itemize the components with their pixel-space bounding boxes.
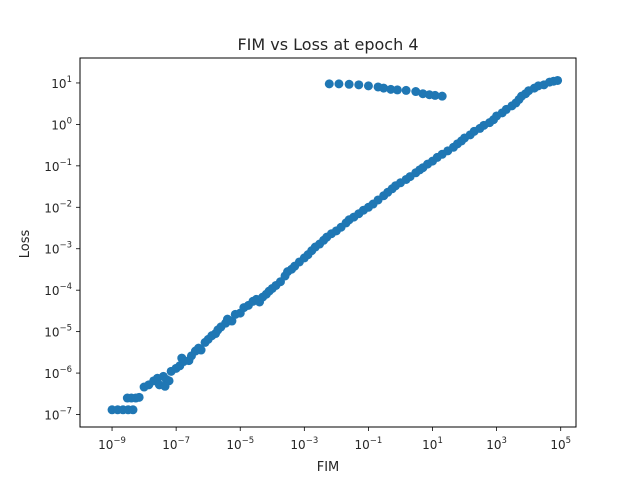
y-tick-label-exponent: −4 [59,282,72,292]
x-tick-label: 10−3 [290,436,318,452]
axis-ticks: 10−9 10−7 10−5 10−3 10−1 101 103 10510−710−610−… [44,75,571,452]
scatter-point [324,79,334,89]
chart-title: FIM vs Loss at epoch 4 [237,35,418,54]
y-tick-label: 10−1 [44,158,72,174]
scatter-point [354,80,364,90]
y-tick-label-base: 10 [44,284,59,298]
scatter-point [392,85,402,95]
x-tick-label-exponent: 5 [566,436,571,446]
x-tick-label: 10−7 [162,436,190,452]
y-tick-label-base: 10 [44,367,59,381]
scatter-point [134,392,144,402]
scatter-point [386,84,396,94]
y-tick-label: 10−3 [44,241,72,257]
x-axis-label: FIM [317,460,340,475]
y-tick-label-exponent: −6 [59,365,72,375]
x-tick-label: 10−5 [226,436,254,452]
y-tick-label-exponent: −2 [59,199,72,209]
y-tick-label-base: 10 [51,77,66,91]
y-tick-label-base: 10 [44,201,59,215]
scatter-point [379,83,389,93]
scatter-point [430,90,440,100]
y-tick-label: 10−7 [44,407,72,423]
x-tick-label-base: 10 [162,438,177,452]
y-tick-label: 101 [51,75,72,91]
x-tick-label: 101 [422,436,443,452]
x-tick-label-base: 10 [98,438,113,452]
x-tick-label-exponent: −1 [370,436,383,446]
x-tick-label-base: 10 [486,438,501,452]
scatter-points [107,75,563,415]
x-tick-label: 105 [550,436,571,452]
x-tick-label-exponent: 1 [437,436,442,446]
scatter-point [363,81,373,91]
scatter-point [553,75,563,85]
y-tick-label-exponent: −1 [59,158,72,168]
x-tick-label-exponent: −9 [113,436,126,446]
y-tick-label-exponent: 1 [67,75,72,85]
x-tick-label-exponent: −5 [242,436,255,446]
scatter-point [177,353,187,363]
y-tick-label-base: 10 [44,326,59,340]
y-tick-label: 100 [51,116,72,132]
x-tick-label-base: 10 [226,438,241,452]
scatter-point [401,85,411,95]
x-tick-label-base: 10 [550,438,565,452]
x-tick-label-base: 10 [422,438,437,452]
scatter-point [411,87,421,97]
x-tick-label-base: 10 [355,438,370,452]
y-tick-label: 10−2 [44,199,72,215]
y-axis-label: Loss [18,230,33,259]
y-tick-label: 10−6 [44,365,72,381]
y-tick-label: 10−5 [44,324,72,340]
x-tick-label-exponent: −3 [306,436,319,446]
x-tick-label: 103 [486,436,507,452]
x-tick-label: 10−9 [98,436,126,452]
scatter-point [160,381,170,391]
scatter-point [344,79,354,89]
y-tick-label-exponent: −5 [59,324,72,334]
scatter-point [196,345,206,355]
y-tick-label-exponent: 0 [67,116,72,126]
x-tick-label-exponent: 3 [502,436,507,446]
scatter-point [437,91,447,101]
y-tick-label-base: 10 [44,409,59,423]
plot-frame [79,57,577,428]
y-tick-label-exponent: −7 [59,407,72,417]
x-tick-label-base: 10 [290,438,305,452]
scatter-point [334,79,344,89]
x-tick-label: 10−1 [355,436,383,452]
x-tick-label-exponent: −7 [178,436,191,446]
scatter-point [128,405,138,415]
y-tick-label: 10−4 [44,282,72,298]
scatter-point [227,316,237,326]
y-tick-label-exponent: −3 [59,241,72,251]
y-tick-label-base: 10 [51,118,66,132]
y-tick-label-base: 10 [44,243,59,257]
y-tick-label-base: 10 [44,160,59,174]
